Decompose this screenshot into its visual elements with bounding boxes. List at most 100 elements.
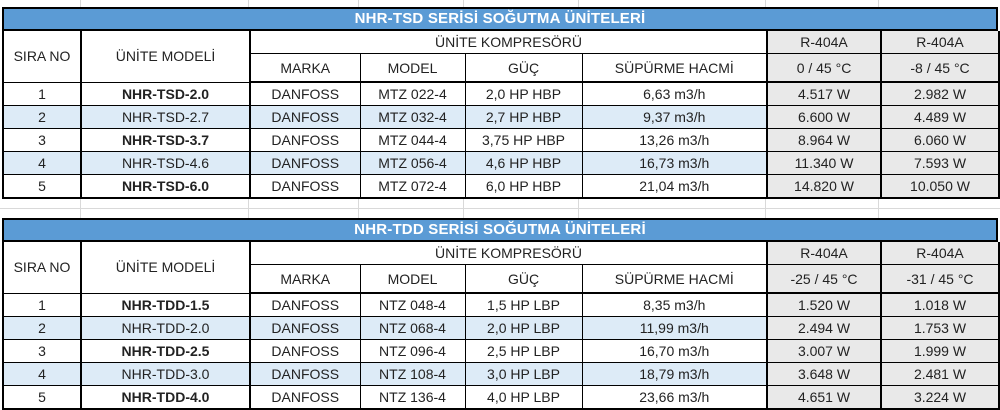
cell-kapasite-1: 6.600 W bbox=[767, 105, 883, 129]
cell-unite: NHR-TSD-2.7 bbox=[81, 105, 251, 129]
sheet-gridlines-top bbox=[0, 0, 1000, 7]
cell-unite: NHR-TDD-1.5 bbox=[81, 293, 251, 317]
column-header-unite-modeli: ÜNİTE MODELİ bbox=[81, 31, 251, 83]
cell-hacim: 16,70 m3/h bbox=[582, 339, 769, 363]
cell-sira: 4 bbox=[3, 151, 82, 175]
cell-marka: DANFOSS bbox=[250, 151, 361, 175]
cell-guc: 6,0 HP HBP bbox=[465, 174, 583, 199]
cell-sira: 5 bbox=[3, 385, 82, 410]
cell-hacim: 11,99 m3/h bbox=[582, 316, 769, 340]
cell-kapasite-1: 8.964 W bbox=[767, 128, 883, 152]
cell-marka: DANFOSS bbox=[250, 82, 361, 106]
cell-marka: DANFOSS bbox=[250, 339, 361, 363]
cell-marka: DANFOSS bbox=[250, 105, 361, 129]
cell-unite: NHR-TSD-3.7 bbox=[81, 128, 251, 152]
cell-model: NTZ 108-4 bbox=[360, 362, 466, 386]
cell-kapasite-1: 4.517 W bbox=[767, 82, 883, 106]
column-header-refrigerant-1: R-404A bbox=[767, 242, 883, 265]
cell-guc: 2,5 HP LBP bbox=[465, 339, 583, 363]
units-table-nhr-tsd: SIRA NO ÜNİTE MODELİ ÜNİTE KOMPRESÖRÜ R-… bbox=[2, 31, 1000, 199]
column-header-supurme-hacmi: SÜPÜRME HACMİ bbox=[582, 264, 769, 294]
cell-marka: DANFOSS bbox=[250, 293, 361, 317]
cell-kapasite-2: 4.489 W bbox=[881, 105, 1000, 129]
cell-kapasite-2: 2.481 W bbox=[881, 362, 1000, 386]
table-row: 2 NHR-TDD-2.0 DANFOSS NTZ 068-4 2,0 HP LBP 11… bbox=[3, 316, 1000, 340]
table-row: 4 NHR-TDD-3.0 DANFOSS NTZ 108-4 3,0 HP LBP 18… bbox=[3, 362, 1000, 386]
table-row: 3 NHR-TDD-2.5 DANFOSS NTZ 096-4 2,5 HP LBP 16… bbox=[3, 339, 1000, 363]
cell-model: NTZ 136-4 bbox=[360, 385, 466, 410]
table-row: 4 NHR-TSD-4.6 DANFOSS MTZ 056-4 4,6 HP HBP 16… bbox=[3, 151, 1000, 175]
nhr-tdd-table-section: NHR-TDD SERİSİ SOĞUTMA ÜNİTELERİ SIRA NO… bbox=[2, 218, 1000, 410]
cell-marka: DANFOSS bbox=[250, 174, 361, 199]
table-body: 1 NHR-TSD-2.0 DANFOSS MTZ 022-4 2,0 HP HBP 6,… bbox=[3, 82, 1000, 199]
column-header-marka: MARKA bbox=[250, 53, 361, 83]
cell-kapasite-2: 2.982 W bbox=[881, 82, 1000, 106]
column-header-condition-1: -25 / 45 °C bbox=[767, 264, 883, 294]
cell-kapasite-2: 7.593 W bbox=[881, 151, 1000, 175]
cell-guc: 3,0 HP LBP bbox=[465, 362, 583, 386]
cell-model: MTZ 044-4 bbox=[360, 128, 466, 152]
cell-hacim: 6,63 m3/h bbox=[582, 82, 769, 106]
column-header-condition-2: -8 / 45 °C bbox=[881, 53, 1000, 83]
cell-guc: 3,75 HP HBP bbox=[465, 128, 583, 152]
cell-kapasite-2: 3.224 W bbox=[881, 385, 1000, 410]
cell-sira: 1 bbox=[3, 293, 82, 317]
cell-hacim: 21,04 m3/h bbox=[582, 174, 769, 199]
cell-marka: DANFOSS bbox=[250, 362, 361, 386]
nhr-tsd-table-section: NHR-TSD SERİSİ SOĞUTMA ÜNİTELERİ SIRA NO… bbox=[2, 7, 1000, 199]
table-row: 1 NHR-TDD-1.5 DANFOSS NTZ 048-4 1,5 HP LBP 8,… bbox=[3, 293, 1000, 317]
column-header-sira-no: SIRA NO bbox=[3, 31, 82, 83]
cell-guc: 2,0 HP LBP bbox=[465, 316, 583, 340]
cell-kapasite-2: 1.753 W bbox=[881, 316, 1000, 340]
cell-hacim: 8,35 m3/h bbox=[582, 293, 769, 317]
cell-model: MTZ 022-4 bbox=[360, 82, 466, 106]
column-header-refrigerant-2: R-404A bbox=[881, 242, 1000, 265]
cell-model: NTZ 048-4 bbox=[360, 293, 466, 317]
table-row: 1 NHR-TSD-2.0 DANFOSS MTZ 022-4 2,0 HP HBP 6,… bbox=[3, 82, 1000, 106]
column-header-supurme-hacmi: SÜPÜRME HACMİ bbox=[582, 53, 769, 83]
cell-hacim: 9,37 m3/h bbox=[582, 105, 769, 129]
column-group-header-kompresor: ÜNİTE KOMPRESÖRÜ bbox=[250, 242, 769, 265]
cell-sira: 1 bbox=[3, 82, 82, 106]
cell-unite: NHR-TDD-3.0 bbox=[81, 362, 251, 386]
column-header-unite-modeli: ÜNİTE MODELİ bbox=[81, 242, 251, 294]
cell-guc: 2,0 HP HBP bbox=[465, 82, 583, 106]
cell-model: MTZ 032-4 bbox=[360, 105, 466, 129]
cell-model: MTZ 056-4 bbox=[360, 151, 466, 175]
cell-kapasite-2: 6.060 W bbox=[881, 128, 1000, 152]
table-title: NHR-TDD SERİSİ SOĞUTMA ÜNİTELERİ bbox=[2, 218, 998, 242]
column-header-guc: GÜÇ bbox=[465, 264, 583, 294]
cell-sira: 3 bbox=[3, 339, 82, 363]
cell-guc: 4,6 HP HBP bbox=[465, 151, 583, 175]
column-header-model: MODEL bbox=[360, 53, 466, 83]
cell-sira: 5 bbox=[3, 174, 82, 199]
cell-unite: NHR-TSD-6.0 bbox=[81, 174, 251, 199]
cell-marka: DANFOSS bbox=[250, 385, 361, 410]
cell-guc: 1,5 HP LBP bbox=[465, 293, 583, 317]
column-header-refrigerant-2: R-404A bbox=[881, 31, 1000, 54]
column-group-header-kompresor: ÜNİTE KOMPRESÖRÜ bbox=[250, 31, 769, 54]
cell-sira: 3 bbox=[3, 128, 82, 152]
cell-hacim: 18,79 m3/h bbox=[582, 362, 769, 386]
cell-marka: DANFOSS bbox=[250, 128, 361, 152]
column-header-model: MODEL bbox=[360, 264, 466, 294]
table-title: NHR-TSD SERİSİ SOĞUTMA ÜNİTELERİ bbox=[2, 7, 998, 31]
cell-hacim: 13,26 m3/h bbox=[582, 128, 769, 152]
cell-kapasite-1: 2.494 W bbox=[767, 316, 883, 340]
cell-kapasite-1: 3.648 W bbox=[767, 362, 883, 386]
column-header-marka: MARKA bbox=[250, 264, 361, 294]
cell-kapasite-2: 1.999 W bbox=[881, 339, 1000, 363]
table-body: 1 NHR-TDD-1.5 DANFOSS NTZ 048-4 1,5 HP LBP 8,… bbox=[3, 293, 1000, 410]
table-header: SIRA NO ÜNİTE MODELİ ÜNİTE KOMPRESÖRÜ R-… bbox=[3, 31, 1000, 83]
column-header-condition-2: -31 / 45 °C bbox=[881, 264, 1000, 294]
cell-unite: NHR-TDD-4.0 bbox=[81, 385, 251, 410]
cell-unite: NHR-TDD-2.5 bbox=[81, 339, 251, 363]
cell-unite: NHR-TDD-2.0 bbox=[81, 316, 251, 340]
cell-kapasite-1: 11.340 W bbox=[767, 151, 883, 175]
column-header-sira-no: SIRA NO bbox=[3, 242, 82, 294]
cell-model: MTZ 072-4 bbox=[360, 174, 466, 199]
cell-kapasite-1: 4.651 W bbox=[767, 385, 883, 410]
cell-guc: 4,0 HP LBP bbox=[465, 385, 583, 410]
cell-kapasite-1: 1.520 W bbox=[767, 293, 883, 317]
